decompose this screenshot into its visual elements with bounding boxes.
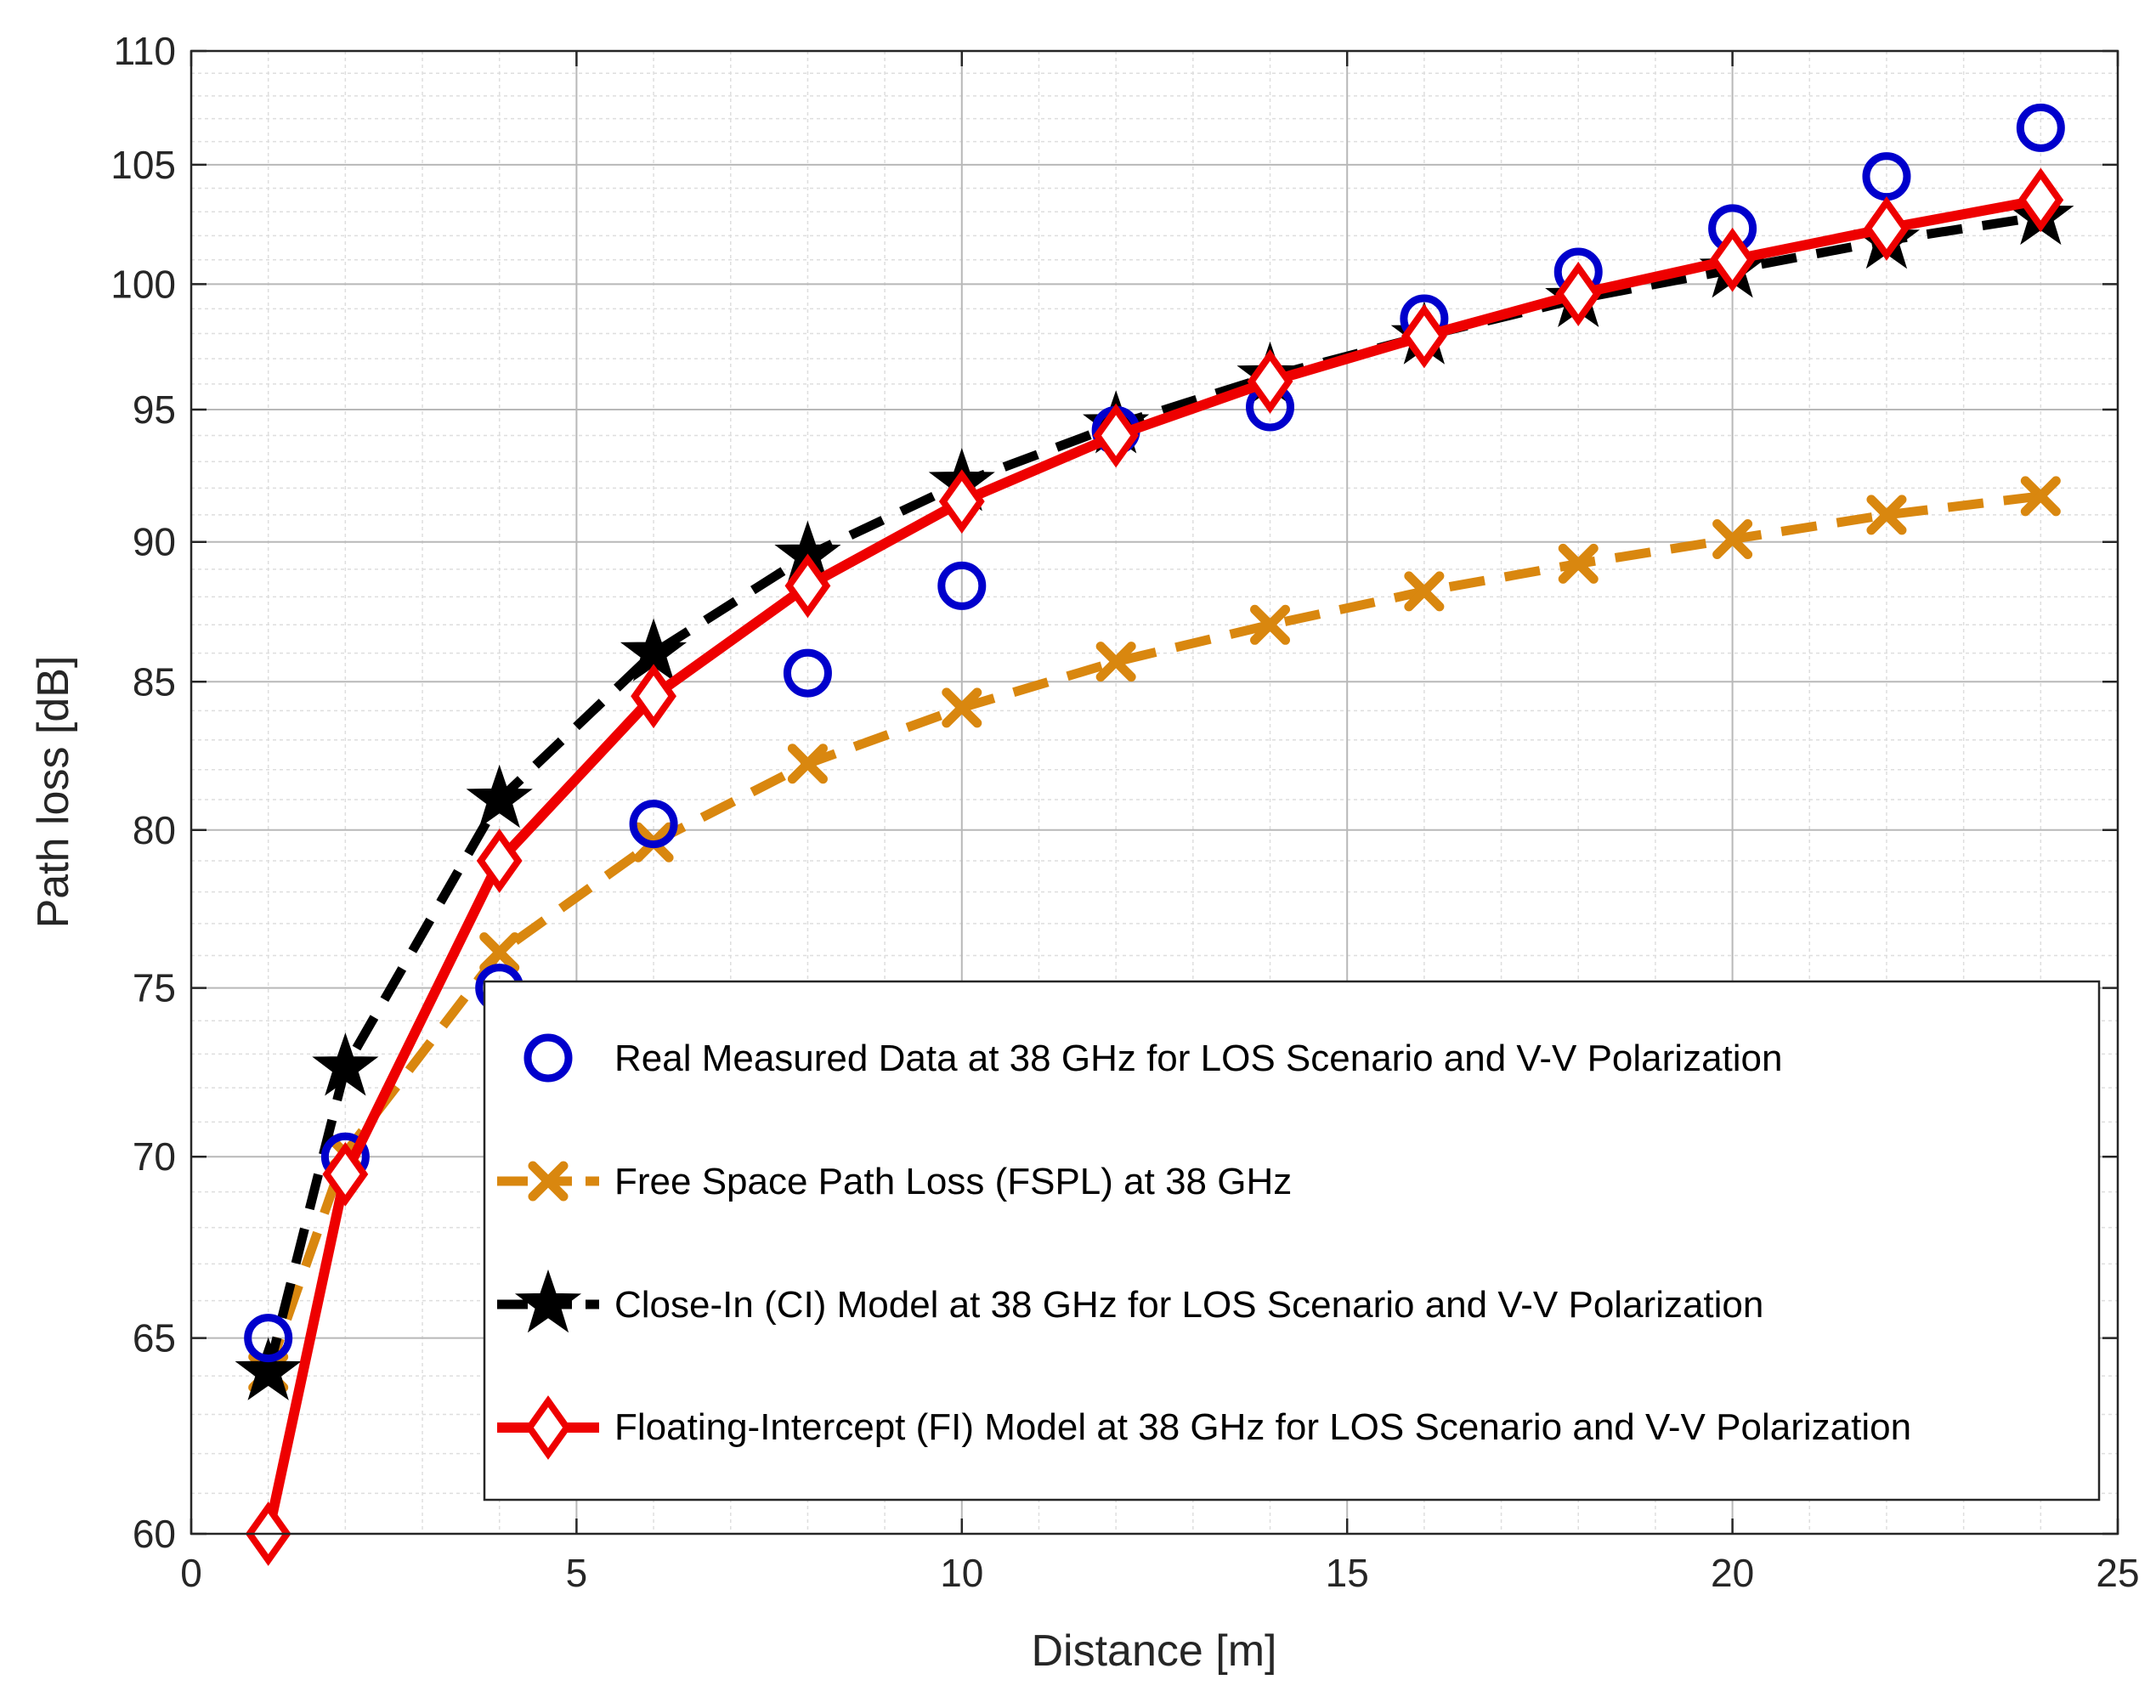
y-axis-label: Path loss [dB] [29, 656, 78, 929]
legend-marker-fspl [528, 1161, 569, 1202]
point-fspl [1095, 642, 1136, 682]
tick-marks [190, 49, 2119, 1536]
y-tick-label: 100 [110, 262, 176, 306]
x-axis-label: Distance [m] [1032, 1626, 1277, 1676]
point-fi [1864, 196, 1910, 261]
point-fspl-stroke-b [1404, 571, 1445, 612]
y-tick-labels: 60 65 70 75 80 85 90 95 100 105 110 [110, 29, 176, 1556]
point-fi [2017, 167, 2064, 233]
legend-marker-measured [523, 1033, 573, 1083]
legend: Real Measured Data at 38 GHz for LOS Sce… [483, 980, 2101, 1502]
legend-sample-fspl [497, 1161, 599, 1202]
point-ci [235, 1337, 302, 1400]
y-tick-label: 70 [133, 1134, 176, 1179]
point-fi [1401, 303, 1447, 369]
legend-label-measured: Real Measured Data at 38 GHz for LOS Sce… [614, 1038, 1782, 1079]
point-fspl-stroke-b [2020, 476, 2061, 517]
point-fspl [1712, 519, 1753, 560]
x-tick-label: 25 [2096, 1551, 2139, 1595]
point-measured [937, 561, 987, 610]
point-fi [1555, 262, 1602, 326]
point-fspl [787, 744, 828, 784]
y-tick-label: 105 [110, 143, 176, 187]
point-ci [466, 764, 533, 829]
point-fspl [1250, 604, 1291, 645]
data-series [235, 103, 2074, 1566]
point-fspl-stroke-b [479, 932, 520, 973]
point-measured [2016, 103, 2065, 152]
y-tick-label: 85 [133, 659, 176, 704]
point-measured [629, 800, 678, 849]
y-tick-label: 75 [133, 966, 176, 1010]
legend-label-ci: Close-In (CI) Model at 38 GHz for LOS Sc… [614, 1284, 1763, 1326]
y-tick-label: 95 [133, 387, 176, 432]
y-tick-label: 60 [133, 1512, 176, 1556]
legend-samples [497, 1033, 599, 1460]
point-measured [783, 648, 832, 698]
point-fspl-stroke-b [1250, 604, 1291, 645]
point-fi [476, 829, 523, 893]
legend-marker-fspl-stroke-b [528, 1161, 569, 1202]
point-measured [244, 1314, 293, 1363]
y-tick-label: 80 [133, 808, 176, 852]
x-tick-label: 0 [180, 1551, 202, 1595]
point-fspl [2020, 476, 2061, 517]
point-fspl [479, 932, 520, 973]
point-fspl-stroke-b [1558, 543, 1599, 584]
point-fi [1247, 349, 1293, 414]
point-fspl-stroke-b [942, 687, 982, 728]
y-tick-label: 65 [133, 1316, 176, 1360]
point-fi [1093, 403, 1140, 468]
y-tick-label: 110 [114, 29, 176, 73]
legend-marker-ci [514, 1269, 582, 1333]
point-fspl [1866, 495, 1907, 535]
point-fspl [1558, 543, 1599, 584]
point-fspl [1404, 571, 1445, 612]
axes-box [190, 49, 2119, 1536]
point-fspl-stroke-b [1866, 495, 1907, 535]
point-fi [631, 664, 676, 729]
series-fspl [248, 476, 2061, 1393]
legend-marker-fi [525, 1395, 571, 1460]
x-tick-labels: 0 5 10 15 20 25 [180, 1551, 2139, 1595]
x-tick-label: 10 [940, 1551, 983, 1595]
point-ci [312, 1032, 379, 1096]
legend-sample-measured [523, 1033, 573, 1083]
legend-label-fi: Floating-Intercept (FI) Model at 38 GHz … [614, 1406, 1911, 1448]
point-fi [938, 469, 985, 534]
legend-label-fspl: Free Space Path Loss (FSPL) at 38 GHz [614, 1161, 1292, 1202]
point-fi [1709, 227, 1756, 292]
point-fspl [942, 687, 982, 728]
point-fi [784, 553, 831, 619]
point-fi [322, 1141, 369, 1207]
x-tick-label: 20 [1711, 1551, 1754, 1595]
point-fspl-stroke-b [1095, 642, 1136, 682]
legend-sample-fi [497, 1395, 599, 1460]
x-tick-label: 5 [566, 1551, 588, 1595]
x-tick-label: 15 [1326, 1551, 1369, 1595]
point-fspl-stroke-b [787, 744, 828, 784]
y-tick-label: 90 [133, 520, 176, 564]
legend-sample-ci [497, 1269, 599, 1333]
series-fi [245, 167, 2064, 1566]
point-fspl-stroke-b [1712, 519, 1753, 560]
legend-box [483, 980, 2101, 1502]
